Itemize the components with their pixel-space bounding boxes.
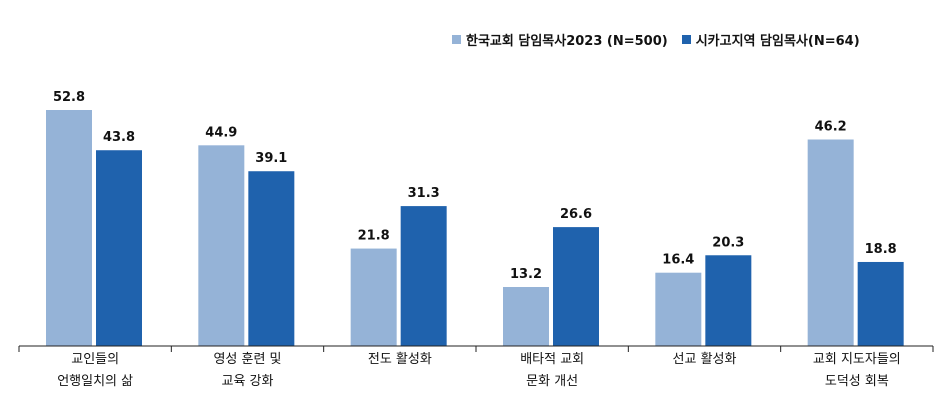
bar-korea-0 <box>46 110 92 346</box>
data-label-korea-3: 13.2 <box>510 267 542 282</box>
bar-chicago-1 <box>248 171 295 346</box>
category-label-line: 교육 강화 <box>222 374 274 389</box>
legend-swatch-korea <box>452 35 461 44</box>
legend-item-chicago: 시카고지역 담임목사(N=64) <box>681 30 860 49</box>
bar-korea-2 <box>350 248 397 346</box>
category-label-line: 문화 개선 <box>526 374 578 389</box>
legend-label-korea: 한국교회 담임목사2023 (N=500) <box>466 34 668 49</box>
category-label-line: 선교 활성화 <box>673 352 737 367</box>
category-label-line: 도덕성 회복 <box>825 374 889 389</box>
bar-chicago-3 <box>553 227 599 346</box>
bar-chicago-0 <box>96 150 142 346</box>
bars-group: 52.8 43.8 44.9 39.1 21.8 31.3 13.2 26.6 16.4 20.3… <box>46 90 904 346</box>
bar-korea-3 <box>503 287 549 346</box>
data-label-chicago-4: 20.3 <box>712 235 744 250</box>
category-label-line: 교회 지도자들의 <box>813 352 901 367</box>
legend: 한국교회 담임목사2023 (N=500) 시카고지역 담임목사(N=64) <box>452 30 874 49</box>
category-label-line: 전도 활성화 <box>368 352 432 367</box>
data-label-korea-2: 21.8 <box>358 229 390 244</box>
category-label-line: 영성 훈련 및 <box>213 352 281 367</box>
bar-chicago-4 <box>705 255 752 346</box>
data-label-chicago-3: 26.6 <box>560 207 592 222</box>
bar-chicago-2 <box>400 206 447 346</box>
data-label-korea-4: 16.4 <box>662 253 694 268</box>
data-label-korea-0: 52.8 <box>53 90 85 105</box>
bar-korea-1 <box>198 145 245 346</box>
category-label-2: 전도 활성화 <box>368 352 432 367</box>
bar-chicago-5 <box>857 261 904 346</box>
bar-korea-4 <box>655 272 702 346</box>
legend-swatch-chicago <box>681 35 691 44</box>
legend-item-korea: 한국교회 담임목사2023 (N=500) <box>452 30 668 49</box>
legend-label-chicago: 시카고지역 담임목사(N=64) <box>695 34 860 49</box>
category-label-line: 언행일치의 삶 <box>57 373 133 389</box>
category-label-line: 교인들의 <box>71 352 119 367</box>
x-axis-ticks <box>18 346 934 352</box>
data-label-chicago-0: 43.8 <box>103 130 135 145</box>
category-label-4: 선교 활성화 <box>673 352 737 367</box>
data-label-korea-1: 44.9 <box>205 125 237 140</box>
category-label-line: 배타적 교회 <box>520 352 584 367</box>
bar-korea-5 <box>807 139 854 346</box>
data-label-chicago-1: 39.1 <box>255 151 287 166</box>
data-label-korea-5: 46.2 <box>815 120 847 135</box>
data-label-chicago-5: 18.8 <box>865 242 897 257</box>
data-label-chicago-2: 31.3 <box>408 186 440 201</box>
